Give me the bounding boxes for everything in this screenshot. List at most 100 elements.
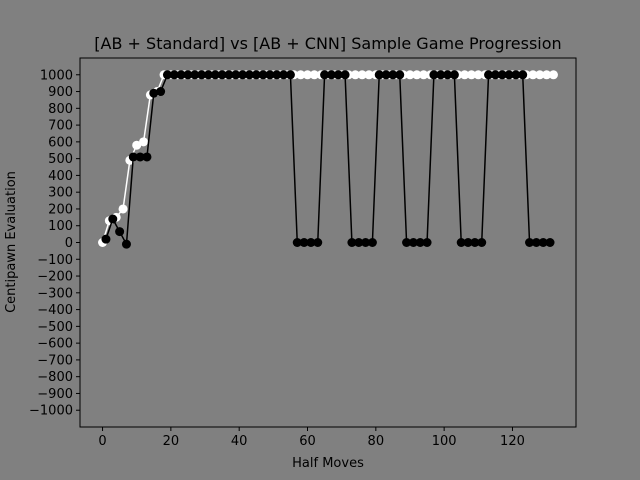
y-tick-label: −300 — [37, 286, 73, 301]
data-point — [279, 70, 289, 80]
y-tick-label: −900 — [37, 387, 73, 402]
data-point — [429, 70, 439, 80]
plot-area — [79, 57, 577, 428]
data-point — [436, 70, 446, 80]
data-point — [463, 238, 473, 247]
data-point — [347, 238, 357, 247]
data-point — [169, 70, 179, 80]
data-point — [535, 70, 545, 80]
y-tick-label: 800 — [48, 102, 73, 117]
data-point — [156, 87, 166, 97]
data-point — [149, 88, 159, 98]
data-point — [504, 70, 514, 80]
data-point — [203, 70, 213, 80]
data-point — [402, 238, 412, 247]
y-tick-label: 300 — [48, 186, 73, 201]
data-point — [531, 238, 541, 247]
data-point — [484, 70, 494, 80]
data-point — [320, 70, 330, 80]
data-point — [350, 70, 360, 80]
data-point — [309, 70, 319, 80]
data-point — [292, 238, 302, 247]
data-point — [422, 238, 432, 247]
data-point — [408, 238, 418, 247]
y-tick-label: −100 — [37, 253, 73, 268]
y-tick-label: −200 — [37, 270, 73, 285]
data-point — [354, 238, 364, 247]
series-line — [105, 74, 551, 245]
data-point — [466, 70, 476, 80]
data-point — [477, 238, 487, 247]
data-point — [460, 70, 470, 80]
x-tick-label: 100 — [432, 434, 457, 449]
data-point — [419, 70, 429, 80]
y-tick-label: 100 — [48, 219, 73, 234]
x-tick-label: 80 — [368, 434, 385, 449]
data-point — [121, 239, 131, 249]
y-axis: 10009008007006005004003002001000−100−200… — [29, 68, 80, 419]
data-point — [231, 70, 241, 80]
data-point — [251, 70, 261, 80]
data-point — [326, 70, 336, 80]
data-point — [176, 70, 186, 80]
data-point — [497, 70, 507, 80]
data-point — [238, 70, 248, 80]
data-point — [135, 152, 145, 162]
data-point — [142, 152, 152, 162]
x-tick-label: 20 — [163, 434, 180, 449]
data-point — [511, 70, 521, 80]
data-point — [139, 137, 149, 147]
data-point — [313, 238, 323, 247]
data-point — [244, 70, 254, 80]
x-tick-label: 0 — [98, 434, 106, 449]
y-tick-label: 400 — [48, 169, 73, 184]
y-tick-label: −800 — [37, 370, 73, 385]
data-point — [548, 70, 558, 80]
chart-title: [AB + Standard] vs [AB + CNN] Sample Gam… — [94, 34, 561, 53]
data-point — [361, 238, 371, 247]
data-point — [224, 70, 234, 80]
data-point — [381, 70, 391, 80]
y-tick-label: 600 — [48, 135, 73, 150]
y-tick-label: −600 — [37, 337, 73, 352]
data-point — [443, 70, 453, 80]
data-point — [197, 70, 207, 80]
x-axis-label: Half Moves — [292, 456, 364, 471]
data-point — [303, 70, 313, 80]
y-tick-label: 1000 — [40, 68, 73, 83]
series-layer — [98, 70, 558, 249]
data-point — [210, 70, 220, 80]
series-0 — [98, 70, 558, 247]
data-point — [412, 70, 422, 80]
x-tick-label: 60 — [299, 434, 316, 449]
x-tick-label: 120 — [500, 434, 525, 449]
data-point — [490, 70, 500, 80]
data-point — [388, 70, 398, 80]
data-point — [265, 70, 275, 80]
data-point — [374, 70, 384, 80]
data-point — [473, 70, 483, 80]
data-point — [357, 70, 367, 80]
data-point — [367, 238, 377, 247]
data-point — [217, 70, 227, 80]
data-point — [162, 70, 172, 80]
y-tick-label: −400 — [37, 303, 73, 318]
data-point — [190, 70, 200, 80]
y-tick-label: −500 — [37, 320, 73, 335]
data-point — [132, 140, 142, 150]
data-point — [405, 70, 415, 80]
data-point — [299, 238, 309, 247]
data-point — [306, 238, 316, 247]
y-tick-label: 0 — [65, 236, 73, 251]
data-point — [183, 70, 193, 80]
y-tick-label: 500 — [48, 152, 73, 167]
data-point — [296, 70, 306, 80]
data-point — [456, 238, 466, 247]
data-point — [258, 70, 268, 80]
data-point — [538, 238, 548, 247]
data-point — [518, 70, 528, 80]
x-tick-label: 40 — [231, 434, 248, 449]
data-point — [545, 238, 555, 247]
data-point — [340, 70, 350, 80]
